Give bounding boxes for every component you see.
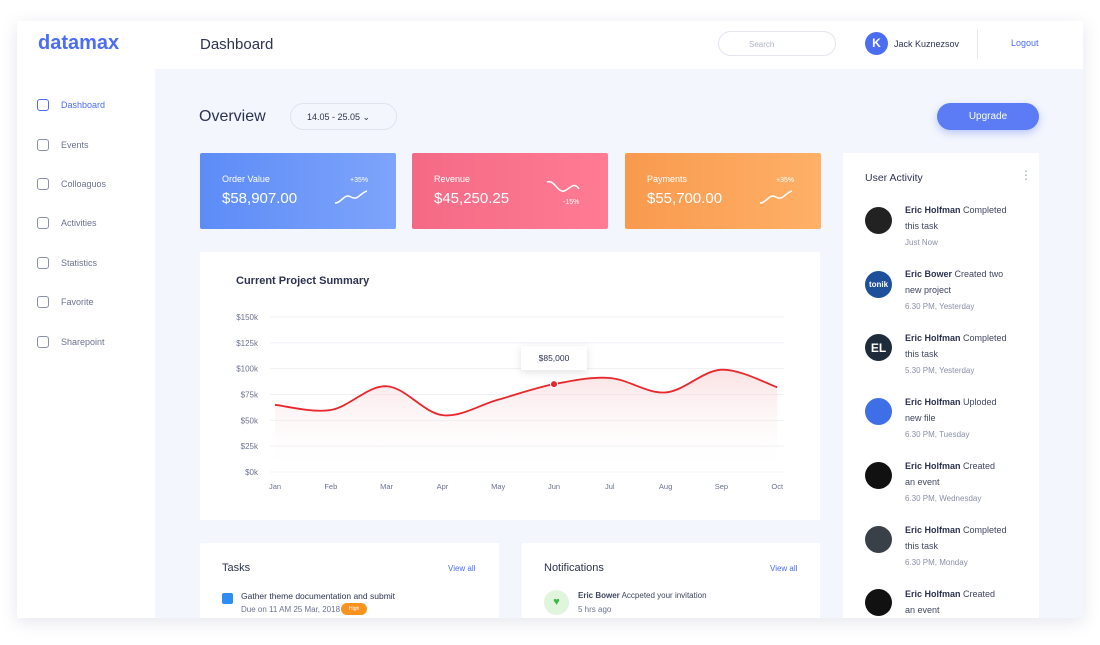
chart-card: Current Project Summary $0k $25k $50k $75k $… [200,252,820,520]
divider [977,29,978,59]
logo[interactable]: datamax [38,32,120,54]
card-label: Payments [647,174,688,184]
avatar [865,526,892,553]
search-placeholder: Search [749,40,775,49]
point [550,380,558,389]
logout[interactable]: Logout [1011,38,1039,48]
chart-title: Current Project Summary [236,275,370,287]
view-all[interactable]: View all [448,564,476,573]
panel-title: Tasks [222,562,251,574]
x-tick-label: Mar [380,482,393,491]
card-value: $58,907.00 [222,190,298,207]
task-due: Due on 11 AM 25 Mar, 2018 [241,605,341,614]
chart: Current Project Summary $0k $25k $50k $75k $… [236,275,784,491]
stat-card: Order Value $58,907.00 +35% [200,153,396,229]
y-tick-label: $50k [241,416,259,425]
activity-item: Eric Holfman Completed this task 6.30 PM, … [905,525,1007,567]
date-range[interactable]: 14.05 - 25.05 ⌄ [290,103,397,130]
notification-icon: ♥ [544,590,569,615]
top-bar: datamax Dashboard Search K Jack Kuznezso… [17,21,1083,69]
search-box[interactable]: Search [718,31,836,56]
x-tick-label: Oct [771,482,784,491]
x-tick-label: May [491,482,505,491]
x-tick-label: Feb [324,482,337,491]
sparkline [546,180,580,192]
stat-card: Revenue $45,250.25 -15% [412,153,608,229]
line [274,368,778,417]
nav-item[interactable]: Dashboard [37,99,105,111]
task-tag: High [341,603,368,615]
panel-title: Notifications [544,562,604,574]
card-change: +35% [350,177,369,184]
nav-item[interactable]: Statistics [37,257,97,269]
view-all[interactable]: View all [770,564,798,573]
y-tick-label: $0k [245,468,259,477]
notification-text: Eric Bower Accpeted your invitation [578,591,707,600]
activity-item: Eric Holfman Completed this task 5.30 PM, … [905,333,1007,375]
nav-item[interactable]: Favorite [37,296,94,308]
tooltip [521,346,587,371]
notifications-panel: Notifications View all ♥ Eric Bower Accp… [522,543,820,618]
y-tick-label: $100k [236,365,259,374]
avatar [865,207,892,234]
card-label: Revenue [434,174,471,184]
app-window: datamax Dashboard Search K Jack Kuznezso… [17,21,1083,618]
y-tick-label: $125k [236,339,259,348]
sparkline [334,190,368,204]
notification-time: 5 hrs ago [578,605,612,614]
y-tick-label: $75k [241,391,259,400]
x-tick-label: Apr [437,482,449,491]
card-change: -15% [563,199,580,206]
upgrade-button[interactable]: Upgrade [937,103,1039,130]
menu-dots[interactable]: ⋮ [1020,168,1032,182]
overview-title: Overview [199,108,266,125]
area [275,369,778,472]
card-value: $45,250.25 [434,190,510,207]
panel-title: User Activity [865,172,923,184]
avatar [865,398,892,425]
y-tick-label: $25k [241,442,259,451]
tasks-panel: Tasks View all Gather theme documentatio… [200,543,499,618]
card-label: Order Value [222,174,270,184]
stat-card: Payments $55,700.00 +35% [625,153,821,229]
avatar [865,589,892,616]
activity-item: Eric Holfman Created an event [905,589,996,615]
x-tick-label: Sep [715,482,728,491]
nav-item[interactable]: Sharepoint [37,336,105,348]
checkbox[interactable] [222,593,233,604]
sidebar: Dashboard Events Colloaguos Activities S… [17,69,155,618]
card-change: +35% [776,177,795,184]
nav-item[interactable]: Colloaguos [37,178,106,190]
activity-item: Eric Holfman Uploded new file 6.30 PM, Tue… [905,397,997,439]
x-tick-label: Jun [548,482,560,491]
avatar: tonik [865,271,892,298]
tooltip-text: $85,000 [539,353,570,363]
avatar: EL [865,334,892,361]
activity-item: Eric Bower Created two new project 6.30 PM… [905,269,1004,311]
x-tick-label: Aug [659,482,672,491]
x-tick-label: Jul [605,482,615,491]
user-avatar[interactable]: K [865,32,888,55]
activity-panel: User Activity ⋮ Eric Holfman Completed th… [843,153,1039,618]
page-title: Dashboard [200,36,274,53]
user-name[interactable]: Jack Kuznezsov [894,39,960,49]
card-value: $55,700.00 [647,190,723,207]
y-tick-label: $150k [236,313,259,322]
nav-item[interactable]: Activities [37,217,97,229]
nav-item[interactable]: Events [37,139,89,151]
sparkline [759,190,793,204]
activity-item: Eric Holfman Created an event 6.30 PM, Wed… [905,461,996,503]
task-text: Gather theme documentation and submit [241,591,396,601]
x-tick-label: Jan [269,482,281,491]
activity-item: Eric Holfman Completed this task Just Now [905,205,1007,247]
avatar [865,462,892,489]
